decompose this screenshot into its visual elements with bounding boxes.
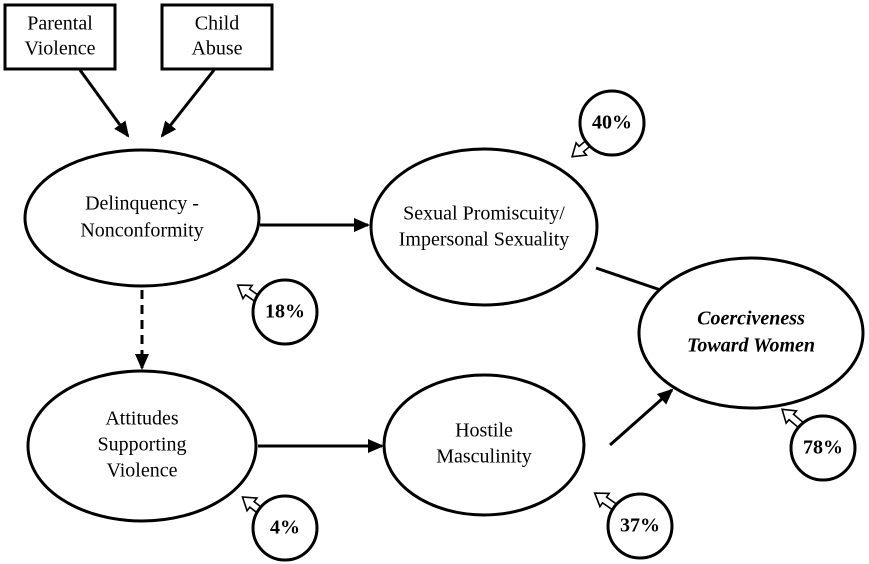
node-label: Sexual Promiscuity/	[403, 203, 565, 225]
box	[160, 3, 274, 71]
variance-label: 37%	[620, 515, 660, 537]
ellipse	[26, 369, 258, 523]
node-label: Impersonal Sexuality	[399, 229, 570, 251]
node-label: Nonconformity	[80, 220, 203, 242]
node-label: Violence	[25, 38, 96, 60]
node-label: Delinquency -	[85, 193, 199, 215]
node-label: Toward Women	[687, 335, 815, 357]
node-label: Supporting	[98, 434, 187, 456]
ellipse	[382, 373, 586, 517]
variance-label: 4%	[270, 517, 300, 539]
node-label: Masculinity	[436, 446, 532, 468]
node-label: Attitudes	[105, 408, 179, 430]
variance-circle	[578, 89, 646, 157]
arrow	[78, 69, 130, 138]
arrow	[609, 388, 674, 447]
node-label: Abuse	[191, 38, 242, 60]
variance-label: 40%	[592, 112, 632, 134]
node-label: Hostile	[455, 420, 513, 442]
variance-label: 18%	[265, 301, 305, 323]
variance-circle	[789, 414, 857, 482]
variance-circle	[606, 492, 674, 560]
variance-circle	[251, 494, 319, 562]
box	[3, 3, 117, 71]
ellipse	[637, 256, 865, 410]
node-label: Child	[195, 13, 239, 35]
variance-circle	[251, 278, 319, 346]
arrow	[160, 69, 216, 138]
node-label: Parental	[27, 13, 93, 35]
node-label: Coerciveness	[697, 308, 805, 330]
variance-label: 78%	[803, 437, 843, 459]
ellipse	[23, 148, 261, 288]
ellipse	[369, 147, 599, 307]
node-label: Violence	[107, 460, 178, 482]
